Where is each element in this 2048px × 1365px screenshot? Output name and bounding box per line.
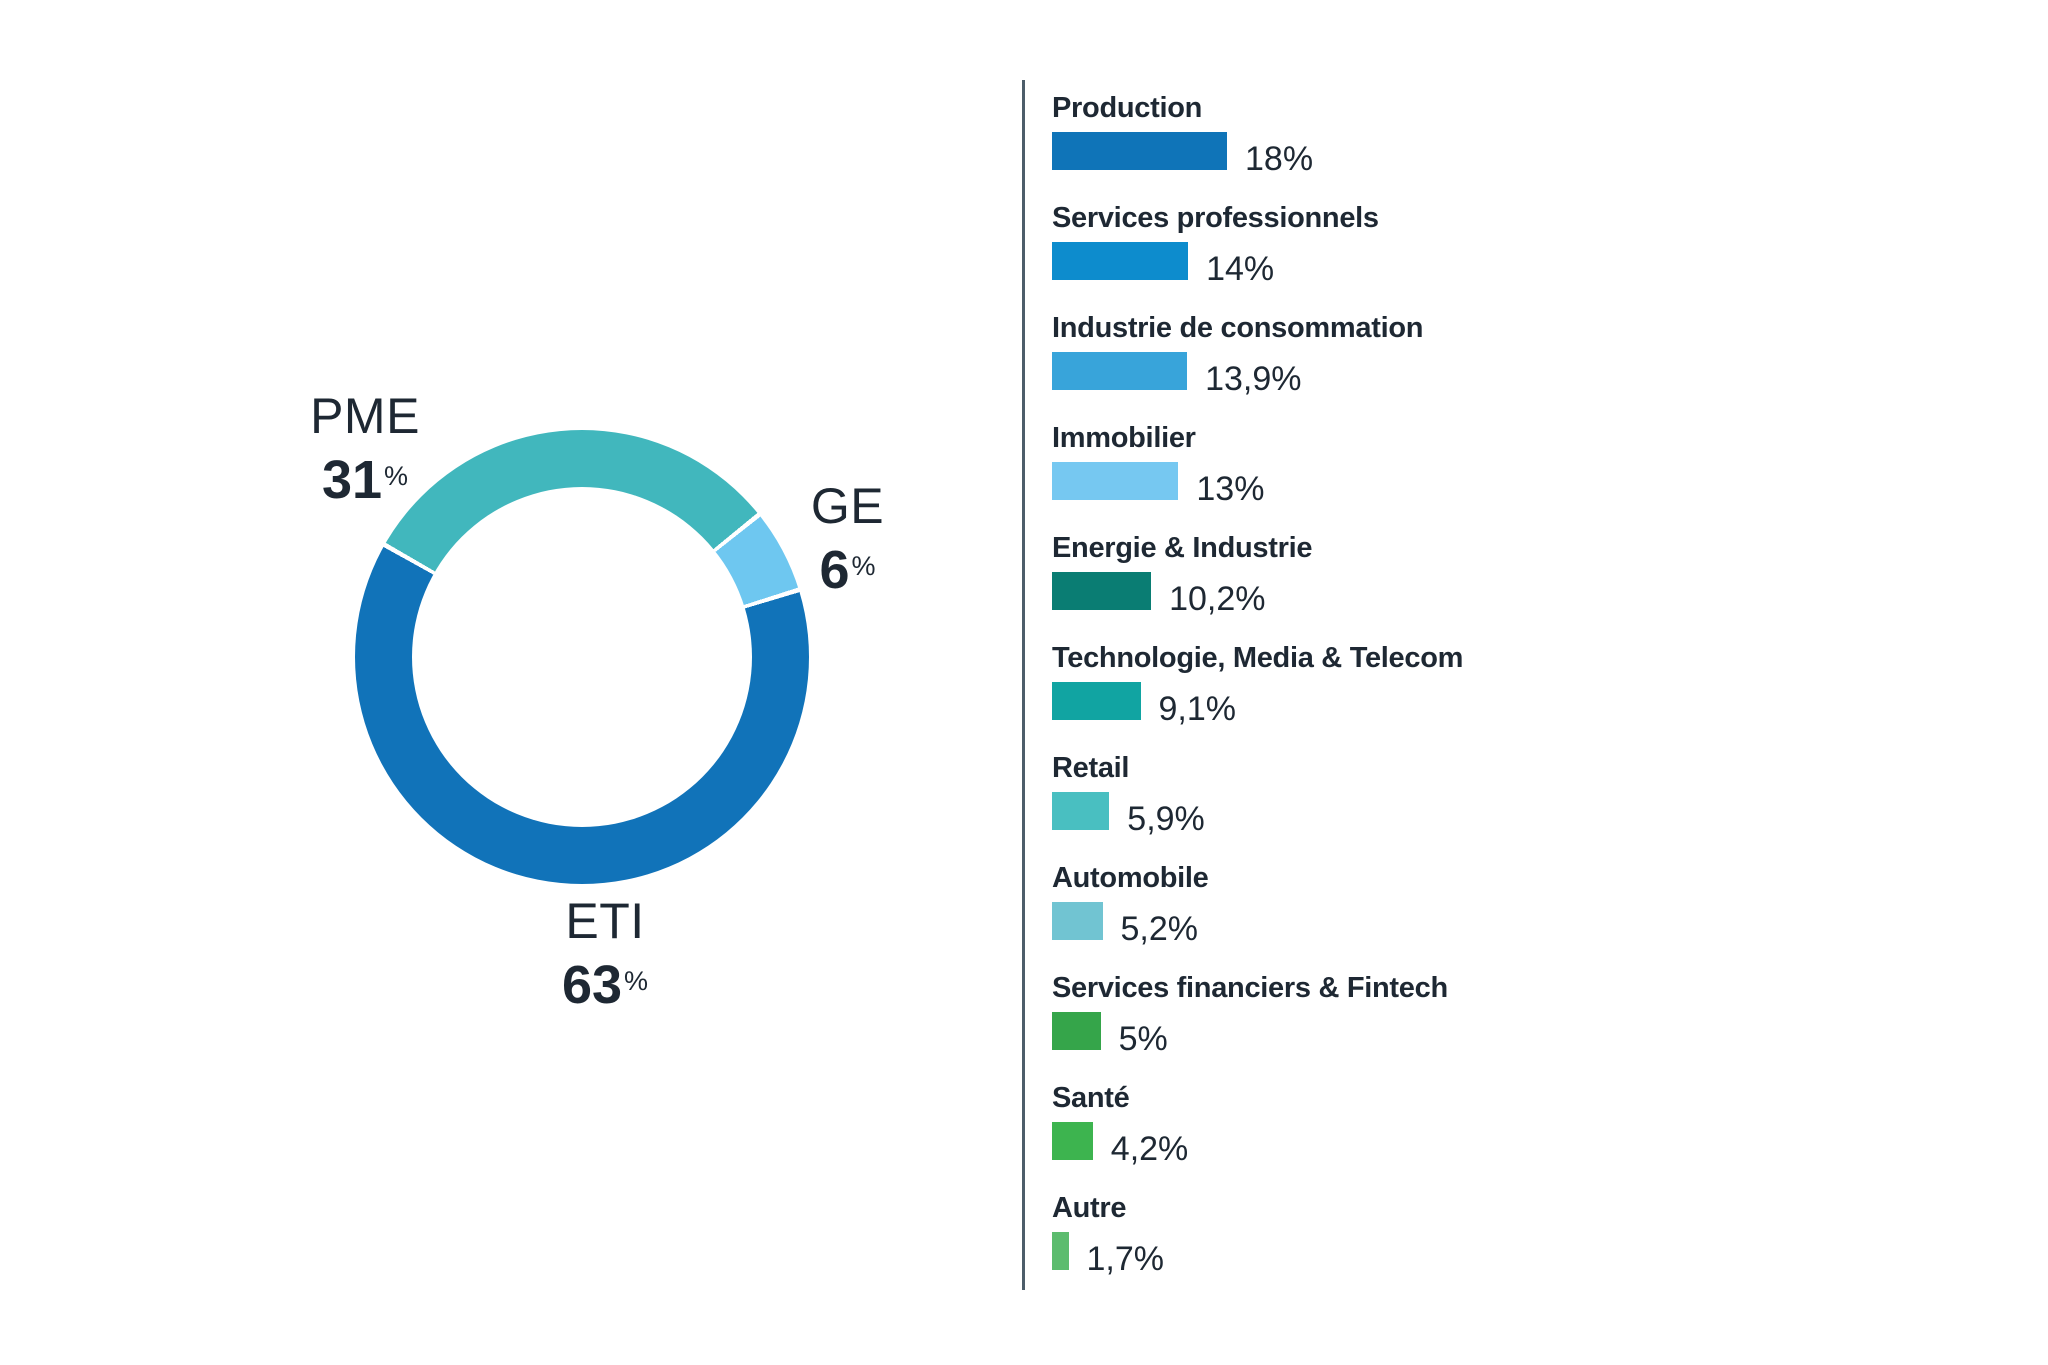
bar-row-value: 14% xyxy=(1206,250,1275,288)
donut-label-pme-number: 31 xyxy=(321,450,383,510)
bar-row-label: Autre xyxy=(1052,1192,1127,1224)
bar-row-label: Retail xyxy=(1052,752,1130,784)
bar-row-bar xyxy=(1052,242,1189,280)
bar-line: 10,2% xyxy=(1052,572,1672,616)
bar-row-bar xyxy=(1052,132,1227,170)
bar-row-value: 5% xyxy=(1118,1020,1168,1058)
bar-row: Production 18% xyxy=(1052,90,1672,176)
bar-row-bar xyxy=(1052,792,1110,830)
bar-row-bar xyxy=(1052,682,1141,720)
bar-row-bar xyxy=(1052,1232,1069,1270)
bar-line: 13% xyxy=(1052,462,1672,506)
donut-label-ge-name: GE xyxy=(810,478,885,534)
bar-row-bar xyxy=(1052,352,1188,390)
bar-row-label: Technologie, Media & Telecom xyxy=(1052,642,1464,674)
donut-label-ge: GE 6% xyxy=(760,478,935,599)
bar-line: 18% xyxy=(1052,132,1672,176)
bar-row: Services professionnels 14% xyxy=(1052,200,1672,286)
bar-row-label: Services professionnels xyxy=(1052,202,1379,234)
bar-row-value: 4,2% xyxy=(1110,1130,1189,1168)
bar-row-bar xyxy=(1052,572,1152,610)
bar-row: Autre 1,7% xyxy=(1052,1190,1672,1276)
donut-label-eti-value: 63% xyxy=(500,957,710,1014)
bar-row-label: Industrie de consommation xyxy=(1052,312,1424,344)
donut-label-eti-number: 63 xyxy=(561,955,623,1015)
bar-row: Industrie de consommation 13,9% xyxy=(1052,310,1672,396)
donut-label-pme: PME 31% xyxy=(255,388,475,509)
bar-row-value: 5,9% xyxy=(1127,800,1205,838)
bar-row-label: Automobile xyxy=(1052,862,1209,894)
bar-line: 14% xyxy=(1052,242,1672,286)
donut-label-ge-value: 6% xyxy=(760,542,935,599)
bar-row-label: Production xyxy=(1052,92,1203,124)
bar-line: 9,1% xyxy=(1052,682,1672,726)
bar-row-label: Energie & Industrie xyxy=(1052,532,1313,564)
bar-row-value: 10,2% xyxy=(1169,580,1266,618)
bar-row: Energie & Industrie 10,2% xyxy=(1052,530,1672,616)
bar-row: Services financiers & Fintech 5% xyxy=(1052,970,1672,1056)
vertical-divider xyxy=(1022,80,1025,1290)
bar-row: Automobile 5,2% xyxy=(1052,860,1672,946)
bar-row-bar xyxy=(1052,462,1179,500)
bar-row: Immobilier 13% xyxy=(1052,420,1672,506)
bar-line: 5% xyxy=(1052,1012,1672,1056)
bar-row-value: 13,9% xyxy=(1205,360,1302,398)
bar-row: Technologie, Media & Telecom 9,1% xyxy=(1052,640,1672,726)
bar-row-value: 13% xyxy=(1196,470,1265,508)
percent-sign: % xyxy=(851,550,876,581)
bar-line: 1,7% xyxy=(1052,1232,1672,1276)
bar-row-label: Santé xyxy=(1052,1082,1130,1114)
bar-row: Santé 4,2% xyxy=(1052,1080,1672,1166)
bar-line: 13,9% xyxy=(1052,352,1672,396)
donut-label-ge-number: 6 xyxy=(819,540,850,600)
donut-label-pme-name: PME xyxy=(310,388,420,444)
bar-line: 5,9% xyxy=(1052,792,1672,836)
donut-label-pme-value: 31% xyxy=(255,452,475,509)
bar-line: 4,2% xyxy=(1052,1122,1672,1166)
bar-row-label: Immobilier xyxy=(1052,422,1196,454)
bar-row-label: Services financiers & Fintech xyxy=(1052,972,1448,1004)
percent-sign: % xyxy=(384,460,409,491)
bar-row-bar xyxy=(1052,1012,1101,1050)
donut-label-eti: ETI 63% xyxy=(500,893,710,1014)
bar-row-value: 18% xyxy=(1245,140,1314,178)
bar-row-value: 5,2% xyxy=(1120,910,1199,948)
industry-bar-list: Production 18% Services professionnels 1… xyxy=(1052,90,1672,1300)
donut-label-eti-name: ETI xyxy=(565,893,645,949)
bar-line: 5,2% xyxy=(1052,902,1672,946)
percent-sign: % xyxy=(624,965,649,996)
bar-row: Retail 5,9% xyxy=(1052,750,1672,836)
donut-hole xyxy=(412,487,752,827)
bar-row-bar xyxy=(1052,1122,1093,1160)
bar-row-bar xyxy=(1052,902,1103,940)
bar-row-value: 1,7% xyxy=(1086,1240,1165,1278)
bar-row-value: 9,1% xyxy=(1158,690,1237,728)
